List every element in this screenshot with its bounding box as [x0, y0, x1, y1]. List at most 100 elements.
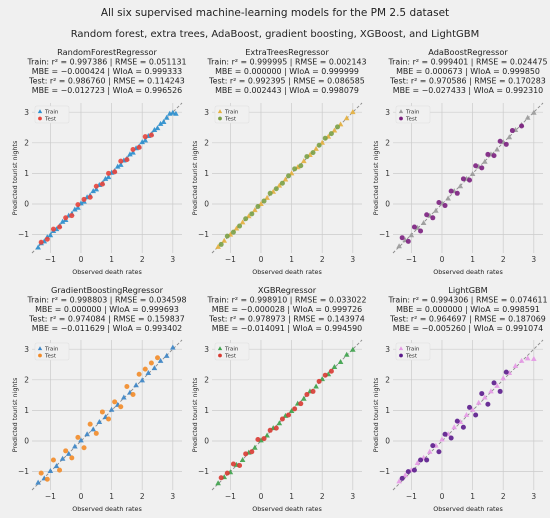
test-point [57, 224, 63, 230]
train-point [117, 161, 124, 167]
y-tick-label: 1 [24, 406, 29, 415]
legend-label: Test [405, 117, 418, 123]
test-point [87, 421, 93, 427]
train-point [157, 357, 164, 363]
test-point [224, 233, 230, 239]
test-point [454, 190, 460, 196]
train-point [494, 146, 500, 152]
test-point [503, 369, 509, 375]
panel-stat-line: Test: r² = 0.986760 | RMSE = 0.114243 [28, 77, 185, 86]
legend-box [34, 342, 70, 361]
panel-title: XGBRegressor [258, 285, 317, 295]
legend-test-marker [218, 353, 222, 358]
y-tick-label: 1 [385, 169, 390, 178]
train-point [35, 479, 41, 485]
y-tick-label: −1 [198, 467, 209, 476]
train-point [531, 109, 537, 115]
panel-stat-line: Test: r² = 0.992395 | RMSE = 0.086585 [208, 77, 365, 86]
test-point [148, 360, 154, 366]
train-point [276, 182, 283, 188]
test-point [99, 409, 105, 415]
test-point [448, 188, 454, 194]
test-point [509, 128, 515, 134]
train-point [78, 437, 84, 443]
train-point [264, 432, 270, 438]
legend-test-marker [399, 116, 403, 121]
x-tick-label: 1 [289, 255, 294, 264]
test-point [292, 166, 298, 172]
test-point [304, 154, 310, 160]
figure-title: All six supervised machine-learning mode… [101, 7, 449, 19]
test-point [279, 416, 285, 422]
test-point [328, 368, 334, 374]
x-tick-label: 2 [320, 255, 325, 264]
train-point [433, 207, 439, 213]
test-point [310, 388, 316, 394]
train-point [282, 176, 289, 182]
train-point [506, 134, 513, 140]
train-point [350, 109, 356, 115]
panel-stat-line: MBE = −0.000424 | WIoA = 0.999333 [32, 67, 182, 76]
train-point [239, 457, 246, 462]
train-point [163, 114, 170, 120]
y-tick-label: 0 [204, 200, 209, 209]
test-point [99, 181, 105, 187]
x-tick-label: 2 [140, 492, 145, 501]
train-point [133, 382, 139, 388]
test-point [286, 412, 292, 418]
train-point [402, 472, 409, 478]
x-tick-label: 1 [109, 492, 114, 501]
test-point [106, 416, 112, 422]
x-tick-label: 0 [440, 255, 445, 264]
y-tick-label: 2 [204, 375, 209, 384]
x-axis-label: Observed death rates [252, 505, 322, 513]
legend-train-marker [398, 346, 404, 351]
panel-stat-line: MBE = 0.002443 | WIoA = 0.998079 [215, 86, 359, 95]
test-point [335, 124, 341, 130]
legend-label: Train [224, 347, 239, 353]
panel-stat-line: Test: r² = 0.964697 | RMSE = 0.187069 [389, 315, 546, 324]
panel-stat-line: Test: r² = 0.978973 | RMSE = 0.143974 [208, 315, 365, 324]
test-point [130, 147, 136, 153]
y-tick-label: 3 [204, 345, 209, 354]
train-point [252, 207, 258, 213]
x-axis-label: Observed death rates [433, 268, 503, 276]
test-point [237, 463, 243, 469]
test-point [93, 430, 99, 436]
legend-box [395, 342, 431, 361]
train-point [90, 426, 97, 432]
test-point [399, 235, 405, 241]
y-tick-label: 0 [385, 437, 390, 446]
test-point [255, 436, 261, 442]
test-point [142, 366, 148, 372]
train-point [488, 388, 494, 394]
test-point [118, 158, 124, 164]
test-point [50, 226, 56, 232]
test-point [112, 169, 118, 175]
test-point [136, 371, 142, 377]
test-point [442, 203, 448, 209]
train-point [396, 243, 402, 249]
train-point [494, 382, 500, 388]
test-point [38, 470, 44, 476]
test-point [249, 449, 255, 455]
legend-label: Train [44, 110, 59, 116]
train-point [350, 346, 356, 352]
test-point [473, 412, 479, 418]
legend-box [214, 105, 250, 124]
train-point [439, 436, 445, 442]
test-point [230, 229, 236, 235]
test-point [63, 215, 69, 221]
test-point [436, 449, 442, 455]
legend-test-marker [399, 353, 403, 358]
train-point [127, 151, 133, 157]
test-point [497, 388, 503, 394]
legend-test-marker [38, 116, 42, 121]
test-point [44, 476, 50, 482]
